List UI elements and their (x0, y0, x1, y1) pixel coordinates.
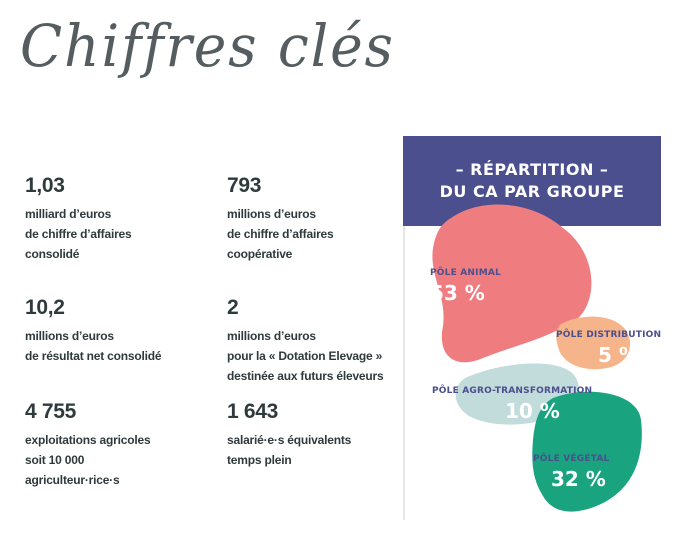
stat-value: 1 643 (227, 400, 279, 423)
stat-value: 793 (227, 174, 262, 197)
pole-name: PÔLE AGRO-TRANSFORMATION (432, 386, 593, 396)
pole-animal-label: PÔLE ANIMAL 53 % (430, 268, 501, 305)
pole-name: PÔLE VÉGÉTAL (533, 454, 610, 464)
pole-agro-label: PÔLE AGRO-TRANSFORMATION 10 % (432, 386, 592, 423)
stat-description: exploitations agricoles soit 10 000 agri… (25, 430, 215, 490)
stat-value: 4 755 (25, 400, 77, 423)
stat-revenue-consolidated: 1,03 milliard d’euros de chiffre d’affai… (25, 174, 215, 264)
stat-line: milliard d’euros (25, 207, 112, 221)
stat-line: millions d’euros (227, 329, 316, 343)
infographic-title-line2: DU CA PAR GROUPE (439, 182, 625, 201)
stat-revenue-cooperative: 793 millions d’euros de chiffre d’affair… (227, 174, 417, 264)
page-title: Chiffres clés (20, 12, 395, 80)
pole-name: PÔLE DISTRIBUTION (556, 330, 661, 340)
stat-description: millions d’euros de chiffre d’affaires c… (227, 204, 417, 264)
pole-percent: 5 % (598, 343, 639, 367)
stat-line: pour la « Dotation Elevage » (227, 349, 383, 363)
blob-pole-animal (432, 204, 592, 363)
pole-percent: 53 % (430, 281, 485, 305)
pole-distribution-label: PÔLE DISTRIBUTION 5 % (556, 330, 661, 367)
stat-description: milliard d’euros de chiffre d’affaires c… (25, 204, 215, 264)
stat-line: millions d’euros (227, 207, 316, 221)
stat-line: de chiffre d’affaires (25, 227, 132, 241)
pole-percent: 32 % (551, 467, 606, 491)
stat-value: 1,03 (25, 174, 65, 197)
infographic-title-line1: – RÉPARTITION – (455, 160, 609, 179)
stat-line: soit 10 000 (25, 453, 85, 467)
stat-line: consolidé (25, 247, 80, 261)
stat-value: 10,2 (25, 296, 65, 319)
pole-blobs (432, 204, 642, 512)
stat-line: de chiffre d’affaires (227, 227, 334, 241)
stat-employees: 1 643 salarié·e·s équivalents temps plei… (227, 400, 417, 470)
stat-line: temps plein (227, 453, 292, 467)
stat-line: millions d’euros (25, 329, 114, 343)
stat-farms: 4 755 exploitations agricoles soit 10 00… (25, 400, 215, 490)
stat-line: exploitations agricoles (25, 433, 151, 447)
stat-description: millions d’euros pour la « Dotation Elev… (227, 326, 407, 386)
stat-line: destinée aux futurs éleveurs (227, 369, 384, 383)
stat-line: de résultat net consolidé (25, 349, 162, 363)
stat-dotation-elevage: 2 millions d’euros pour la « Dotation El… (227, 296, 407, 386)
divider-line (403, 226, 405, 520)
stat-description: salarié·e·s équivalents temps plein (227, 430, 417, 470)
stat-line: agriculteur·rice·s (25, 473, 120, 487)
stat-line: coopérative (227, 247, 293, 261)
stat-net-result: 10,2 millions d’euros de résultat net co… (25, 296, 215, 366)
pole-name: PÔLE ANIMAL (430, 268, 501, 278)
blob-pole-vegetal (532, 391, 642, 512)
revenue-breakdown-infographic: – RÉPARTITION – DU CA PAR GROUPE PÔLE AN… (403, 136, 661, 520)
stat-line: salarié·e·s équivalents (227, 433, 352, 447)
pole-vegetal-label: PÔLE VÉGÉTAL 32 % (533, 454, 609, 491)
stat-description: millions d’euros de résultat net consoli… (25, 326, 215, 366)
blob-pole-distribution (556, 316, 631, 370)
stat-value: 2 (227, 296, 239, 319)
pole-percent: 10 % (505, 399, 560, 423)
